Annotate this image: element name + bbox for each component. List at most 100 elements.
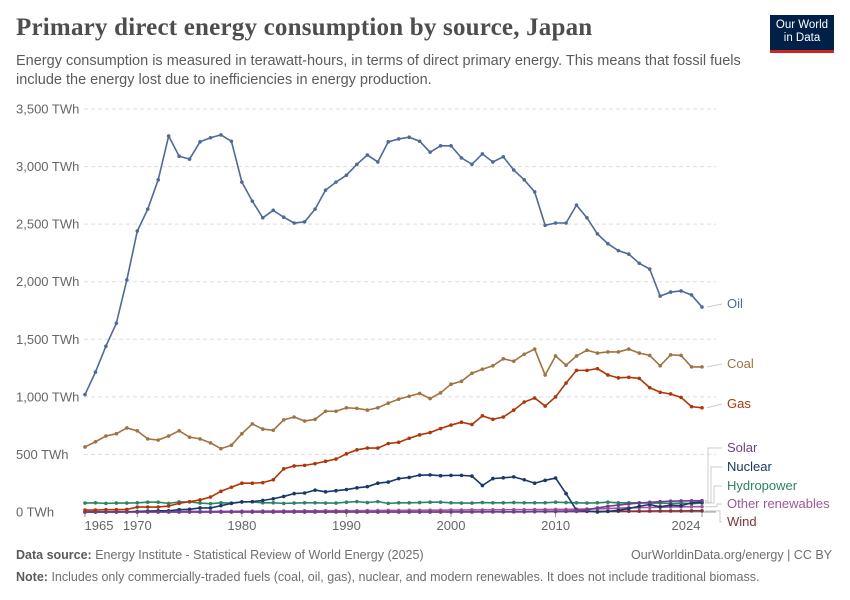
data-point xyxy=(114,321,119,325)
series-label-nuclear: Nuclear xyxy=(727,459,772,474)
data-point xyxy=(323,459,328,464)
data-point xyxy=(334,457,338,461)
data-point xyxy=(595,510,600,514)
data-point xyxy=(438,473,443,478)
data-point xyxy=(459,473,464,478)
data-point xyxy=(459,156,464,160)
data-point xyxy=(396,440,401,445)
data-point xyxy=(700,509,704,513)
data-point xyxy=(219,489,223,494)
x-tick-label: 1990 xyxy=(332,518,361,533)
data-point xyxy=(104,501,108,506)
data-point xyxy=(407,500,411,505)
data-point xyxy=(658,363,662,368)
data-point xyxy=(135,229,140,233)
data-point xyxy=(271,428,276,433)
data-point xyxy=(543,500,547,505)
data-point xyxy=(668,499,673,503)
data-point xyxy=(396,510,401,514)
data-point xyxy=(229,443,234,448)
data-point xyxy=(187,157,192,161)
data-point xyxy=(376,481,380,486)
data-point xyxy=(135,429,140,433)
data-point xyxy=(637,376,642,381)
note-text: Includes only commercially-traded fuels … xyxy=(51,570,760,584)
data-point xyxy=(313,510,317,514)
data-point xyxy=(166,504,171,508)
data-point xyxy=(647,353,652,358)
series-label-solar: Solar xyxy=(727,440,758,455)
data-point xyxy=(616,503,621,507)
data-point xyxy=(240,180,244,184)
data-point xyxy=(104,507,108,512)
data-point xyxy=(125,510,129,514)
data-point xyxy=(574,203,579,207)
data-point xyxy=(323,501,328,505)
data-point xyxy=(553,395,558,399)
data-point xyxy=(281,494,286,499)
data-point xyxy=(668,353,673,357)
data-point xyxy=(658,509,662,513)
data-point xyxy=(585,501,589,505)
data-point xyxy=(564,491,568,496)
data-point xyxy=(240,431,244,436)
data-point xyxy=(511,359,516,363)
data-point xyxy=(166,134,171,138)
data-point xyxy=(532,396,537,400)
data-point xyxy=(407,510,411,514)
data-point xyxy=(386,501,391,506)
data-point xyxy=(93,439,98,444)
data-point xyxy=(125,278,129,282)
data-point xyxy=(606,350,610,354)
data-point xyxy=(428,150,432,154)
data-point xyxy=(689,499,694,503)
x-tick-label: 2000 xyxy=(437,518,466,533)
data-point xyxy=(574,500,579,505)
data-point xyxy=(480,500,485,505)
data-point xyxy=(626,506,631,511)
data-point xyxy=(177,154,181,159)
data-point xyxy=(585,348,589,353)
data-point xyxy=(470,474,474,478)
data-point xyxy=(543,223,547,228)
y-tick-label: 3,000 TWh xyxy=(16,159,79,174)
data-point xyxy=(543,478,547,483)
data-point xyxy=(135,500,140,505)
data-point xyxy=(198,501,202,505)
data-point xyxy=(428,396,432,401)
data-point xyxy=(522,178,527,182)
data-point xyxy=(491,160,495,164)
source-text[interactable]: Energy Institute - Statistical Review of… xyxy=(95,548,424,562)
data-point xyxy=(522,352,527,357)
data-point xyxy=(323,490,328,494)
data-point xyxy=(428,510,432,514)
data-point xyxy=(647,267,652,271)
data-point xyxy=(407,475,411,480)
data-point xyxy=(260,480,265,485)
data-point xyxy=(114,507,119,512)
data-point xyxy=(229,510,234,514)
data-point xyxy=(501,357,506,361)
data-point xyxy=(553,500,558,505)
data-point xyxy=(501,476,506,480)
data-point xyxy=(187,499,192,504)
data-point xyxy=(428,430,432,435)
label-connector xyxy=(706,363,723,368)
data-point xyxy=(281,501,286,506)
x-tick-label: 2010 xyxy=(541,518,570,533)
data-point xyxy=(208,135,213,140)
owid-logo[interactable]: Our World in Data xyxy=(770,15,834,53)
data-point xyxy=(166,434,171,438)
data-point xyxy=(585,368,589,373)
data-point xyxy=(616,248,621,253)
data-point xyxy=(637,261,642,266)
data-point xyxy=(595,506,600,510)
y-tick-label: 0 TWh xyxy=(16,505,54,520)
series-label-hydropower: Hydropower xyxy=(727,478,798,493)
data-point xyxy=(459,501,464,505)
data-point xyxy=(323,409,328,414)
license-link[interactable]: OurWorldinData.org/energy | CC BY xyxy=(630,548,832,562)
data-point xyxy=(501,500,506,505)
data-point xyxy=(407,394,411,399)
data-point xyxy=(104,344,108,348)
